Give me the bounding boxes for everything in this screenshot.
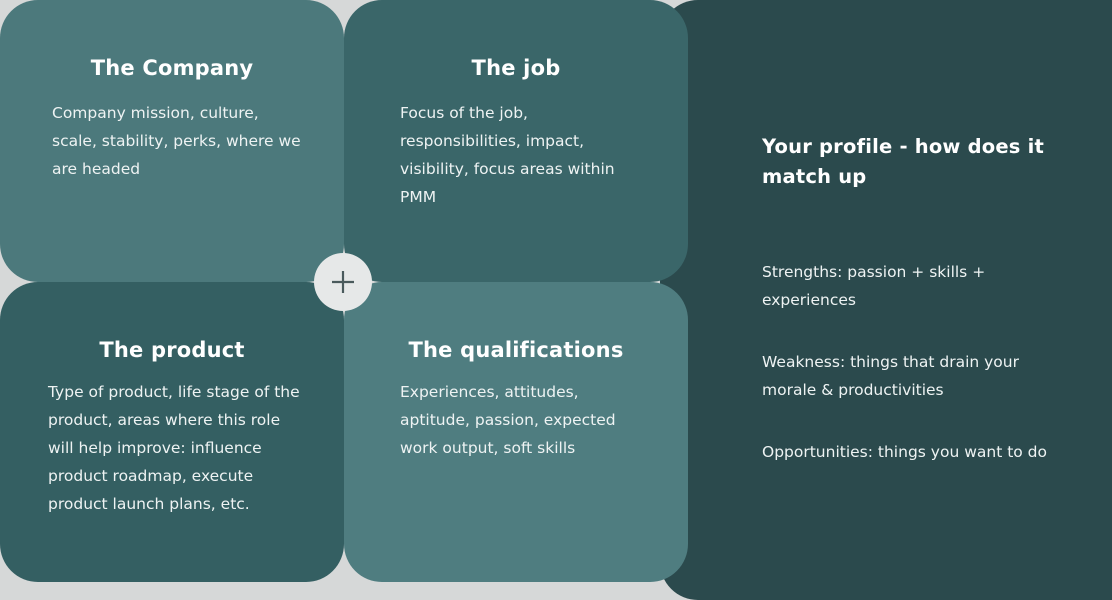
card-profile-title: Your profile - how does it match up xyxy=(762,135,1044,188)
card-job: The job Focus of the job, responsibiliti… xyxy=(344,0,688,282)
plus-icon xyxy=(332,271,354,293)
plus-circle xyxy=(314,253,372,311)
card-profile: Your profile - how does it match up Stre… xyxy=(660,0,1112,600)
card-qualifications-body: Experiences, attitudes, aptitude, passio… xyxy=(400,383,616,457)
profile-item-opportunities: Opportunities: things you want to do xyxy=(762,443,1048,461)
card-company-title: The Company xyxy=(90,56,254,80)
card-product-body: Type of product, life stage of the produ… xyxy=(48,383,300,513)
card-qualifications: The qualifications Experiences, attitude… xyxy=(344,282,688,582)
card-qualifications-title: The qualifications xyxy=(408,338,624,362)
card-company-body: Company mission, culture, scale, stabili… xyxy=(52,104,301,178)
profile-item-weakness: Weakness: things that drain your morale … xyxy=(762,353,1019,399)
card-job-title: The job xyxy=(471,56,561,80)
card-product-title: The product xyxy=(99,338,245,362)
card-company: The Company Company mission, culture, sc… xyxy=(0,0,344,282)
profile-item-strengths: Strengths: passion + skills + experience… xyxy=(762,263,986,309)
card-product: The product Type of product, life stage … xyxy=(0,282,344,582)
card-job-body: Focus of the job, responsibilities, impa… xyxy=(400,104,615,206)
